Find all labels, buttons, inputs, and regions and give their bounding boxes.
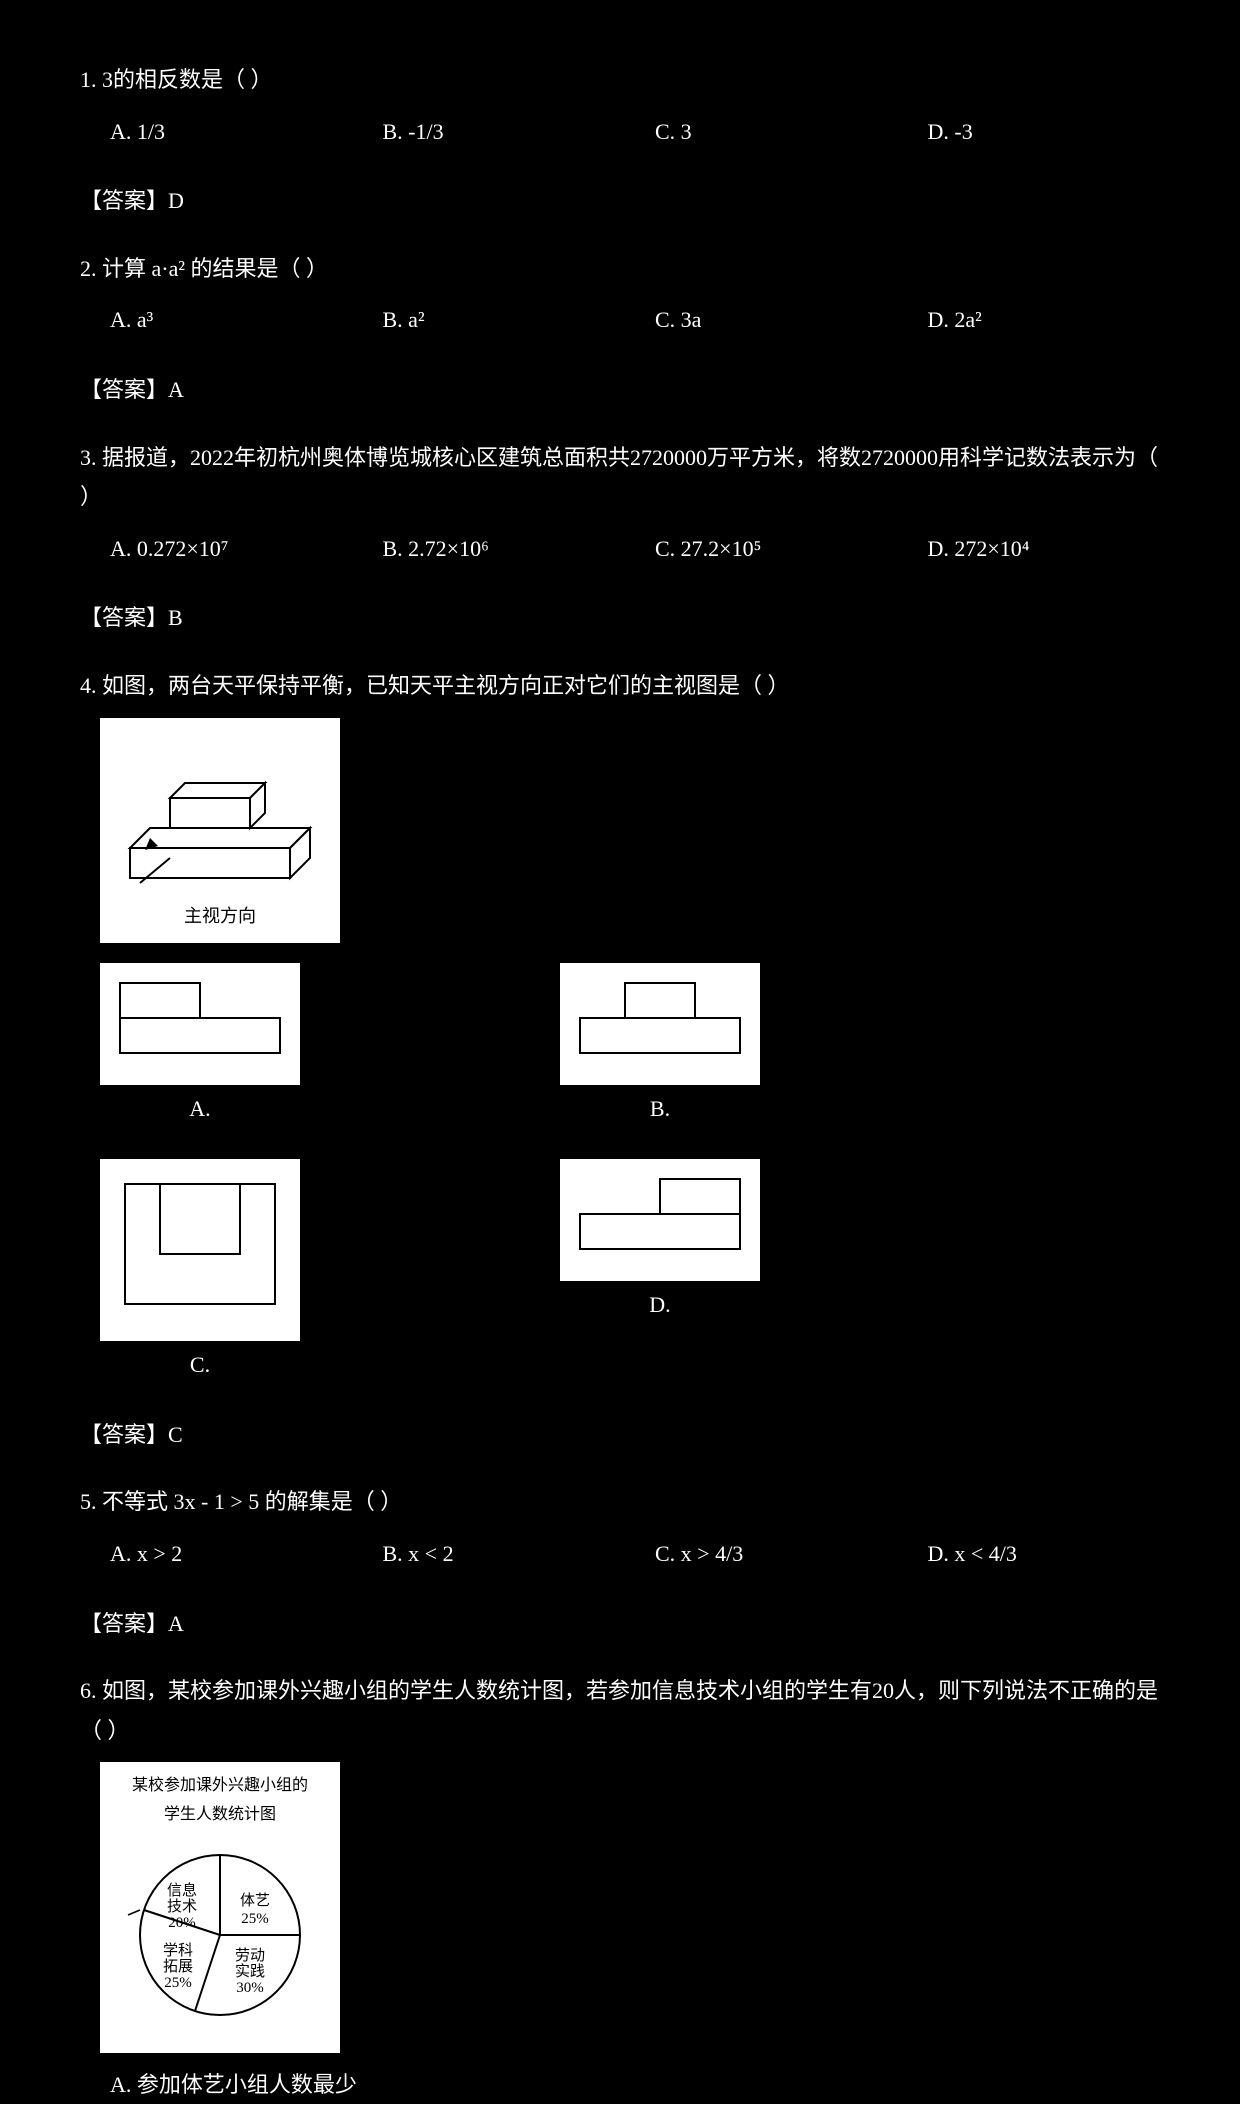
option-3d: D. 272×10⁴: [928, 529, 1161, 569]
svg-text:信息: 信息: [167, 1882, 197, 1899]
pie-title-2: 学生人数统计图: [110, 1801, 330, 1830]
svg-text:25%: 25%: [241, 1911, 269, 1927]
svg-text:技术: 技术: [167, 1898, 197, 1915]
option-2d: D. 2a²: [928, 300, 1161, 340]
problem-4-text: 4. 如图，两台天平保持平衡，已知天平主视方向正对它们的主视图是（ ）: [80, 666, 1160, 706]
option-3c: C. 27.2×10⁵: [655, 529, 888, 569]
choice-4d: D.: [560, 1159, 760, 1325]
choice-4a: A.: [100, 963, 300, 1129]
svg-text:学科: 学科: [163, 1942, 193, 1959]
svg-text:20%: 20%: [168, 1915, 196, 1931]
answer-2: 【答案】A: [80, 370, 1160, 410]
problem-1-text: 1. 3的相反数是（ ）: [80, 60, 1160, 100]
problem-5-text: 5. 不等式 3x - 1 > 5 的解集是（ ）: [80, 1482, 1160, 1522]
option-5a: A. x > 2: [110, 1534, 343, 1574]
problem-6: 6. 如图，某校参加课外兴趣小组的学生人数统计图，若参加信息技术小组的学生有20…: [80, 1671, 1160, 2104]
answer-3: 【答案】B: [80, 598, 1160, 638]
problem-5: 5. 不等式 3x - 1 > 5 的解集是（ ） A. x > 2 B. x …: [80, 1482, 1160, 1643]
option-6a: A. 参加体艺小组人数最少: [110, 2065, 1160, 2104]
problem-2-text: 2. 计算 a·a² 的结果是（ ）: [80, 249, 1160, 289]
option-2a: A. a³: [110, 300, 343, 340]
option-5c: C. x > 4/3: [655, 1534, 888, 1574]
figure-label: 主视方向: [110, 900, 330, 932]
svg-text:拓展: 拓展: [163, 1958, 193, 1975]
problem-3-text: 3. 据报道，2022年初杭州奥体博览城核心区建筑总面积共2720000万平方米…: [80, 438, 1160, 517]
svg-text:25%: 25%: [164, 1975, 192, 1991]
option-2b: B. a²: [383, 300, 616, 340]
problem-4: 4. 如图，两台天平保持平衡，已知天平主视方向正对它们的主视图是（ ） 主视方向: [80, 666, 1160, 1455]
option-2c: C. 3a: [655, 300, 888, 340]
answer-1: 【答案】D: [80, 181, 1160, 221]
svg-text:劳动: 劳动: [235, 1947, 265, 1964]
svg-text:体艺: 体艺: [240, 1892, 270, 1909]
problem-4-figure: 主视方向: [100, 718, 340, 943]
answer-4: 【答案】C: [80, 1415, 1160, 1455]
option-1a: A. 1/3: [110, 112, 343, 152]
option-5b: B. x < 2: [383, 1534, 616, 1574]
option-3a: A. 0.272×10⁷: [110, 529, 343, 569]
choice-4b: B.: [560, 963, 760, 1129]
svg-text:实践: 实践: [235, 1963, 265, 1980]
option-5d: D. x < 4/3: [928, 1534, 1161, 1574]
option-1c: C. 3: [655, 112, 888, 152]
problem-2: 2. 计算 a·a² 的结果是（ ） A. a³ B. a² C. 3a D. …: [80, 249, 1160, 410]
problem-1: 1. 3的相反数是（ ） A. 1/3 B. -1/3 C. 3 D. -3 【…: [80, 60, 1160, 221]
svg-text:30%: 30%: [236, 1980, 264, 1996]
problem-6-text: 6. 如图，某校参加课外兴趣小组的学生人数统计图，若参加信息技术小组的学生有20…: [80, 1671, 1160, 1750]
answer-5: 【答案】A: [80, 1604, 1160, 1644]
option-3b: B. 2.72×10⁶: [383, 529, 616, 569]
pie-title-1: 某校参加课外兴趣小组的: [110, 1772, 330, 1801]
pie-chart: 某校参加课外兴趣小组的 学生人数统计图 信息 技术 20% 体艺 25% 学科 …: [100, 1762, 340, 2052]
option-1d: D. -3: [928, 112, 1161, 152]
choice-4c: C.: [100, 1159, 300, 1385]
problem-3: 3. 据报道，2022年初杭州奥体博览城核心区建筑总面积共2720000万平方米…: [80, 438, 1160, 638]
option-1b: B. -1/3: [383, 112, 616, 152]
